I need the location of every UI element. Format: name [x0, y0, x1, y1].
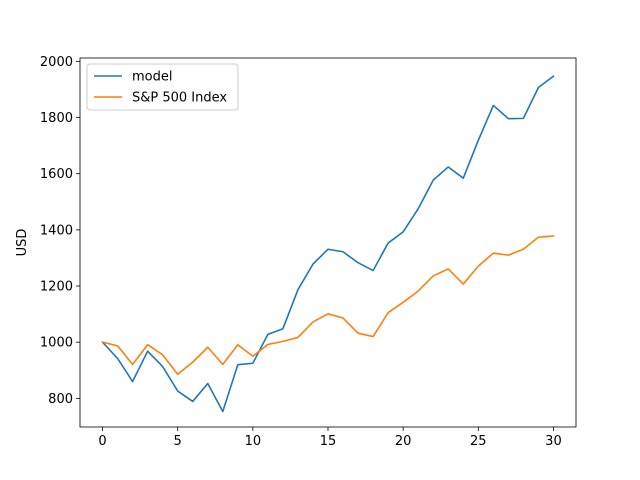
y-tick-label: 800 — [48, 392, 73, 407]
x-tick-label: 20 — [395, 434, 412, 449]
x-tick-label: 15 — [320, 434, 337, 449]
axes: 0 5 10 15 20 25 30 800 1000 1200 1400 1600 1800 2000 — [40, 55, 577, 449]
x-tick-label: 30 — [545, 434, 562, 449]
x-tick-label: 5 — [174, 434, 182, 449]
y-tick-label: 1400 — [40, 223, 73, 238]
legend-frame — [86, 63, 239, 111]
series-line-1 — [101, 235, 555, 376]
y-tick-label: 2000 — [40, 55, 73, 70]
y-tick-label: 1600 — [40, 167, 73, 182]
legend-label-0: model — [132, 70, 172, 85]
plot-area — [101, 75, 555, 413]
legend: model S&P 500 Index — [86, 63, 239, 111]
x-tick-label: 0 — [98, 434, 106, 449]
x-tick-label: 10 — [245, 434, 262, 449]
legend-label-1: S&P 500 Index — [132, 91, 227, 106]
y-axis-label: USD — [15, 229, 30, 257]
series-line-0 — [101, 75, 555, 413]
y-tick-label: 1800 — [40, 111, 73, 126]
y-tick-label: 1000 — [40, 336, 73, 351]
y-tick-label: 1200 — [40, 280, 73, 295]
x-tick-label: 25 — [470, 434, 487, 449]
